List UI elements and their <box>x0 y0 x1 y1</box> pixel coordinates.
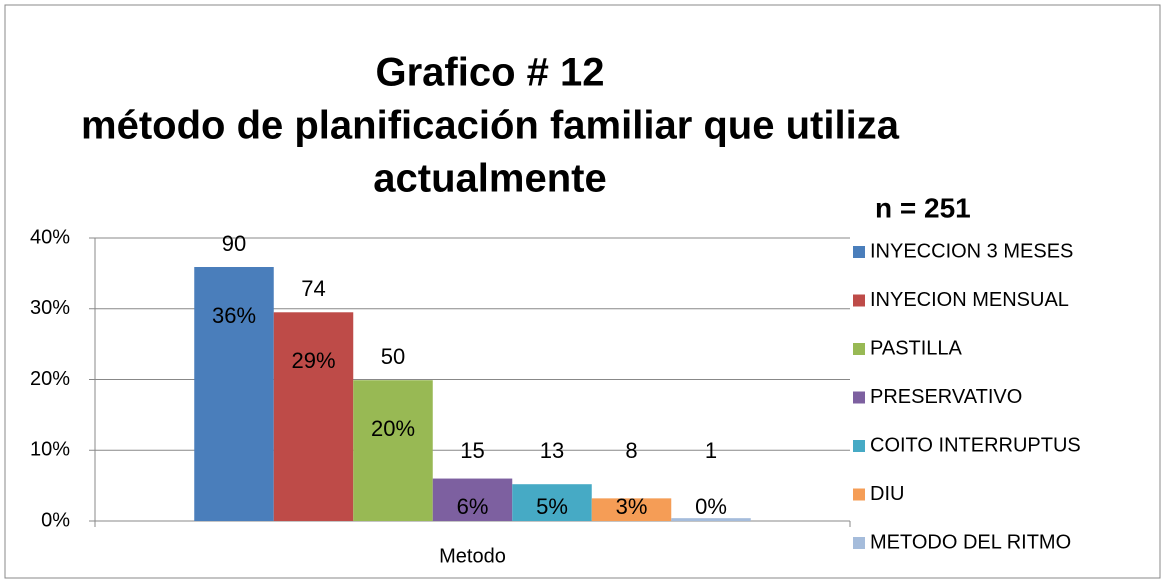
count-label: 74 <box>301 276 325 301</box>
legend-swatch <box>853 537 865 549</box>
y-tick-label: 10% <box>30 439 70 461</box>
x-tick-label: Metodo <box>439 545 506 567</box>
legend-swatch <box>853 440 865 452</box>
bar <box>671 518 751 521</box>
value-label: 3% <box>616 494 648 519</box>
legend-swatch <box>853 246 865 258</box>
chart-title: método de planificación familiar que uti… <box>81 104 900 148</box>
bar <box>194 267 274 521</box>
bar <box>353 380 433 521</box>
legend-label: DIU <box>870 483 904 505</box>
bar <box>432 478 513 521</box>
value-label: 20% <box>371 416 415 441</box>
bar <box>512 484 592 521</box>
value-label: 5% <box>536 494 568 519</box>
y-tick-label: 30% <box>30 297 70 319</box>
bar <box>273 312 354 521</box>
value-label: 6% <box>457 494 489 519</box>
y-tick-label: 0% <box>41 509 70 531</box>
y-tick-label: 40% <box>30 226 70 248</box>
y-tick-label: 20% <box>30 368 70 390</box>
value-label: 36% <box>212 303 256 328</box>
legend-swatch <box>853 343 865 355</box>
count-label: 15 <box>460 438 484 463</box>
count-label: 13 <box>540 438 564 463</box>
count-label: 1 <box>705 438 717 463</box>
value-label: 29% <box>291 348 335 373</box>
bar <box>591 498 672 521</box>
legend-swatch <box>853 488 865 501</box>
chart-title: actualmente <box>373 157 606 201</box>
legend-label: PRESERVATIVO <box>870 386 1022 408</box>
legend-label: PASTILLA <box>870 337 963 359</box>
count-label: 90 <box>222 231 246 256</box>
legend-swatch <box>853 391 865 404</box>
chart-title: Grafico # 12 <box>375 51 604 95</box>
legend-label: INYECCION 3 MESES <box>870 240 1073 262</box>
count-label: 8 <box>625 438 637 463</box>
legend-label: COITO INTERRUPTUS <box>870 434 1081 456</box>
legend-label: INYECION MENSUAL <box>870 289 1069 311</box>
value-label: 0% <box>695 494 727 519</box>
legend-swatch <box>853 294 865 307</box>
legend-label: METODO DEL RITMO <box>870 531 1071 553</box>
annotation: n = 251 <box>875 192 971 223</box>
count-label: 50 <box>381 344 405 369</box>
